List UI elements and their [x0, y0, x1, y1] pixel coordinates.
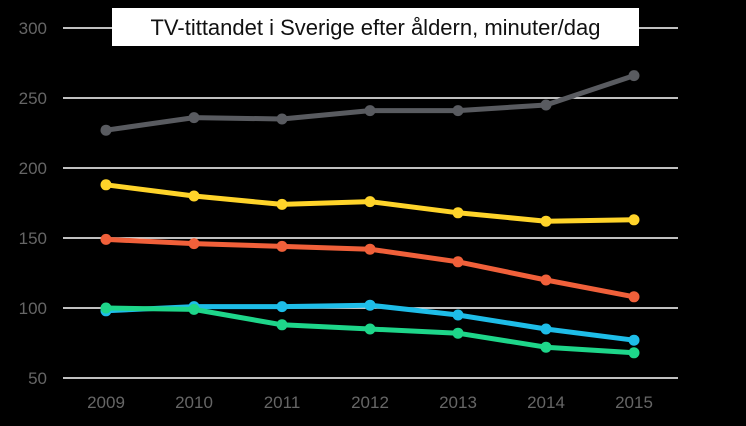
data-point	[188, 112, 200, 124]
series-line-0	[103, 73, 637, 133]
x-tick-label: 2013	[439, 393, 477, 412]
x-tick-label: 2012	[351, 393, 389, 412]
data-point	[276, 301, 288, 313]
y-tick-label: 100	[19, 299, 47, 318]
data-point	[188, 238, 200, 250]
y-tick-label: 150	[19, 229, 47, 248]
y-tick-label: 250	[19, 89, 47, 108]
y-tick-label: 300	[19, 19, 47, 38]
data-point	[452, 327, 464, 339]
data-point	[100, 302, 112, 314]
data-point	[540, 274, 552, 286]
data-point	[100, 124, 112, 136]
data-point	[276, 113, 288, 125]
chart-title: TV-tittandet i Sverige efter åldern, min…	[150, 15, 600, 40]
y-tick-label: 200	[19, 159, 47, 178]
series-1	[100, 179, 640, 227]
data-point	[628, 70, 640, 82]
data-point	[276, 319, 288, 331]
data-point	[452, 207, 464, 219]
chart-title-background	[112, 8, 639, 46]
series-3	[100, 299, 640, 346]
data-point	[276, 198, 288, 210]
data-point	[540, 341, 552, 353]
data-point	[628, 347, 640, 359]
x-tick-label: 2009	[87, 393, 125, 412]
data-point	[188, 303, 200, 315]
series-0	[100, 70, 640, 136]
data-point	[100, 179, 112, 191]
x-tick-label: 2011	[264, 393, 301, 412]
y-tick-label: 50	[28, 369, 47, 388]
data-point	[452, 256, 464, 268]
data-point	[540, 323, 552, 335]
x-axis-ticks: 2009 2010 2011 2012 2013 2014 2015	[87, 393, 653, 412]
data-point	[364, 323, 376, 335]
data-point	[276, 240, 288, 252]
x-tick-label: 2014	[527, 393, 565, 412]
data-point	[100, 233, 112, 245]
data-point	[364, 196, 376, 208]
data-point	[628, 291, 640, 303]
series-4	[100, 302, 640, 359]
x-tick-label: 2015	[615, 393, 653, 412]
data-point	[364, 243, 376, 255]
data-point	[188, 190, 200, 202]
data-point	[364, 299, 376, 311]
data-point	[364, 105, 376, 117]
data-point	[452, 309, 464, 321]
series-lines	[100, 70, 640, 359]
data-point	[540, 215, 552, 227]
data-point	[628, 334, 640, 346]
series-2	[100, 233, 640, 303]
data-point	[540, 99, 552, 111]
data-point	[452, 105, 464, 117]
data-point	[628, 214, 640, 226]
y-axis-ticks: 50 100 150 200 250 300	[19, 19, 47, 388]
x-tick-label: 2010	[175, 393, 213, 412]
chart-title-box: TV-tittandet i Sverige efter åldern, min…	[112, 8, 639, 46]
